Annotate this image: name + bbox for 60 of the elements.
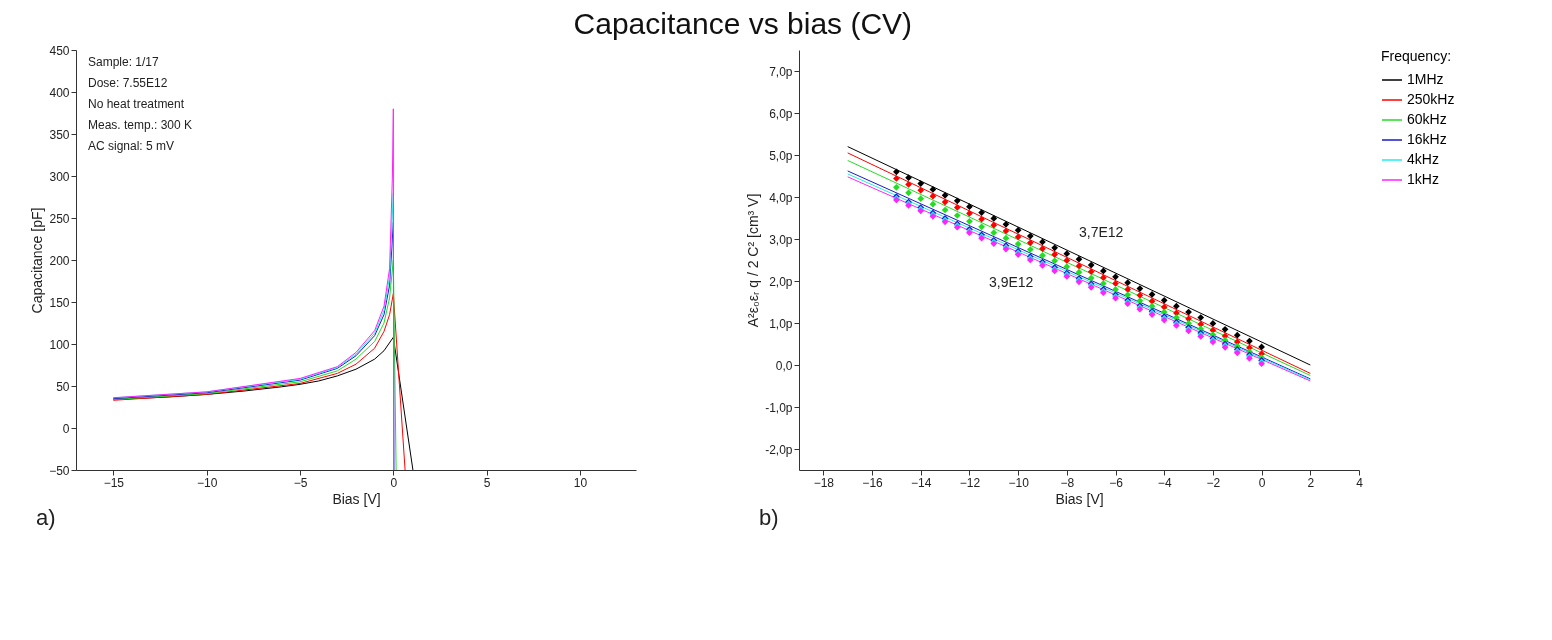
annotation: Meas. temp.: 300 K xyxy=(88,118,193,132)
x-tick-label: −14 xyxy=(911,475,932,490)
y-tick-label: 6,0p xyxy=(769,106,793,121)
x-tick-label: −18 xyxy=(813,475,835,490)
x-tick-label: −2 xyxy=(1206,475,1221,490)
legend-label: 4kHz xyxy=(1407,151,1439,167)
x-tick-label: −15 xyxy=(103,475,125,490)
annotation: No heat treatment xyxy=(88,97,185,111)
x-tick-label: −10 xyxy=(1008,475,1030,490)
x-tick-label: 4 xyxy=(1356,475,1364,490)
x-tick-label: −5 xyxy=(293,475,308,490)
legend-label: 16kHz xyxy=(1407,131,1447,147)
x-tick-label: −8 xyxy=(1060,475,1075,490)
annotation: 3,9E12 xyxy=(989,274,1034,290)
y-tick-label: -1,0p xyxy=(765,400,793,415)
text: a) xyxy=(36,505,56,530)
y-tick-label: 4,0p xyxy=(769,190,793,205)
x-tick-label: 0 xyxy=(1258,475,1266,490)
y-tick-label: 200 xyxy=(49,253,70,268)
legend-label: 1kHz xyxy=(1407,171,1439,187)
y-axis-title: Capacitance [pF] xyxy=(29,207,46,314)
x-tick-label: 5 xyxy=(483,475,491,490)
y-tick-label: 2,0p xyxy=(769,274,793,289)
legend-label: 250kHz xyxy=(1407,91,1455,107)
y-tick-label: 3,0p xyxy=(769,232,793,247)
x-tick-label: −6 xyxy=(1109,475,1124,490)
y-tick-label: 7,0p xyxy=(769,64,793,79)
y-axis-title: A²ε₀εᵣ q / 2 C² [cm³ V] xyxy=(745,193,762,328)
x-tick-label: 0 xyxy=(390,475,398,490)
x-tick-label: −4 xyxy=(1157,475,1172,490)
x-axis-title: Bias [V] xyxy=(332,490,381,507)
annotation: AC signal: 5 mV xyxy=(88,139,175,153)
y-tick-label: 0,0 xyxy=(775,358,793,373)
y-tick-label: 1,0p xyxy=(769,316,793,331)
text: b) xyxy=(759,505,779,530)
legend-label: 1MHz xyxy=(1407,71,1444,87)
y-tick-label: 5,0p xyxy=(769,148,793,163)
y-tick-label: 250 xyxy=(49,211,70,226)
y-tick-label: 400 xyxy=(49,85,70,100)
x-axis-title: Bias [V] xyxy=(1055,490,1104,507)
y-tick-label: 350 xyxy=(49,127,70,142)
annotation: Sample: 1/17 xyxy=(88,55,160,69)
y-tick-label: 300 xyxy=(49,169,70,184)
x-tick-label: 10 xyxy=(573,475,588,490)
y-tick-label: 50 xyxy=(56,379,70,394)
y-tick-label: 450 xyxy=(49,43,70,58)
y-tick-label: -2,0p xyxy=(765,442,793,457)
x-tick-label: 2 xyxy=(1307,475,1315,490)
x-tick-label: −10 xyxy=(196,475,218,490)
legend-label: 60kHz xyxy=(1407,111,1447,127)
y-tick-label: −50 xyxy=(49,463,70,478)
y-tick-label: 0 xyxy=(62,421,70,436)
x-tick-label: −12 xyxy=(959,475,981,490)
x-tick-label: −16 xyxy=(862,475,884,490)
annotation: 3,7E12 xyxy=(1079,224,1124,240)
y-tick-label: 100 xyxy=(49,337,70,352)
annotation: Dose: 7.55E12 xyxy=(88,76,168,90)
y-tick-label: 150 xyxy=(49,295,70,310)
text: Capacitance vs bias (CV) xyxy=(573,7,913,40)
legend-title: Frequency: xyxy=(1381,48,1452,64)
